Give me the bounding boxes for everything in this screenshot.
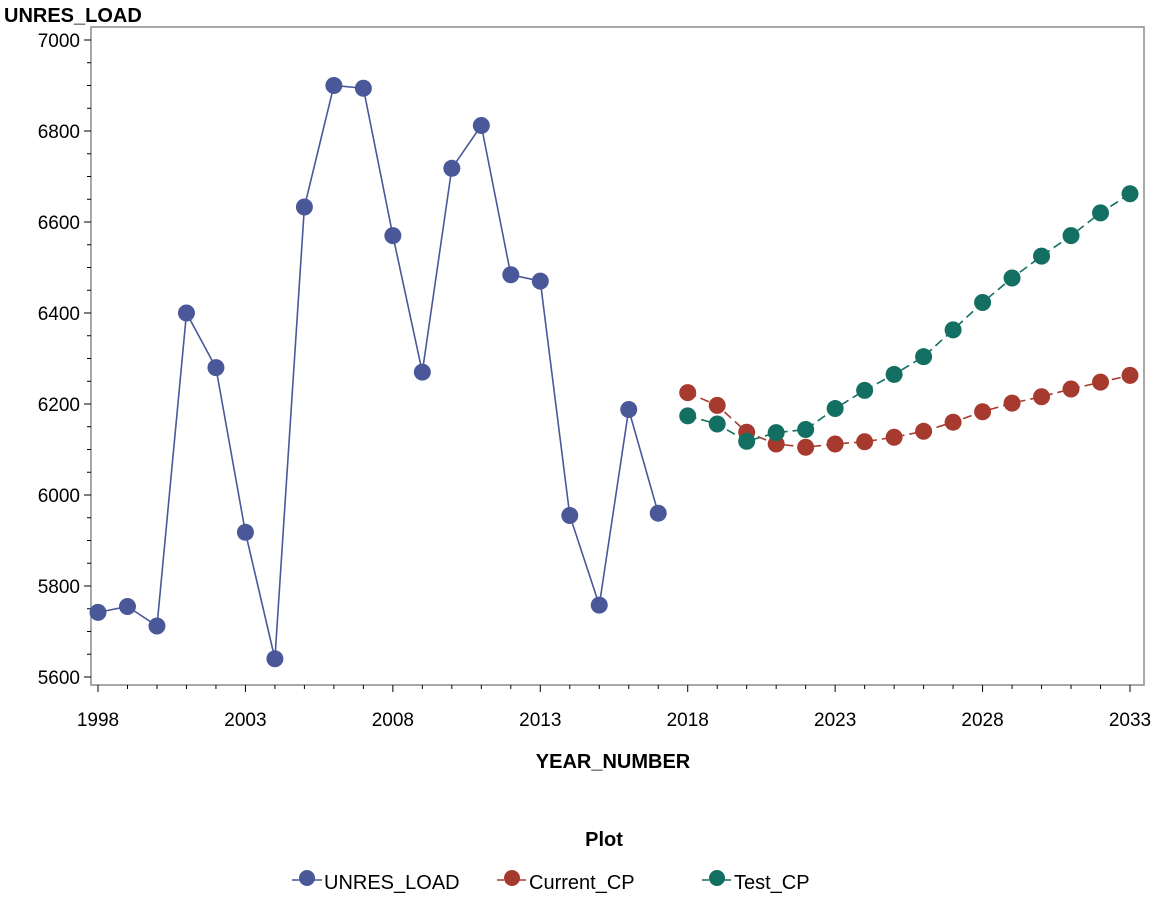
data-point-unres-load <box>649 504 667 522</box>
data-point-test-cp <box>885 365 903 383</box>
data-point-test-cp <box>1062 227 1080 245</box>
data-point-current-cp <box>826 435 844 453</box>
legend-marker-current-cp <box>504 870 520 886</box>
data-point-unres-load <box>384 227 402 245</box>
data-point-unres-load <box>472 117 490 135</box>
data-point-test-cp <box>1092 204 1110 222</box>
x-tick-label: 2008 <box>372 710 414 731</box>
x-tick-label: 2033 <box>1109 710 1151 731</box>
series-line-test-cp <box>687 193 1131 443</box>
legend-label-test-cp: Test_CP <box>734 872 810 894</box>
data-point-unres-load <box>620 400 638 418</box>
series-line-unres-load <box>97 84 659 659</box>
legend: UNRES_LOAD Current_CP Test_CP <box>292 870 810 894</box>
data-point-current-cp <box>1033 388 1051 406</box>
x-tick-label: 1998 <box>77 710 119 731</box>
data-point-current-cp <box>1121 366 1139 384</box>
y-tick-label: 5800 <box>38 577 80 598</box>
data-point-unres-load <box>118 597 136 615</box>
data-point-current-cp <box>708 396 726 414</box>
data-point-test-cp <box>944 321 962 339</box>
x-tick-label: 2003 <box>224 710 266 731</box>
data-point-test-cp <box>1121 185 1139 203</box>
data-point-test-cp <box>738 432 756 450</box>
legend-label-unres-load: UNRES_LOAD <box>324 872 460 894</box>
y-tick-label: 6800 <box>38 122 80 143</box>
data-point-current-cp <box>1003 394 1021 412</box>
data-point-unres-load <box>207 359 225 377</box>
data-point-current-cp <box>974 403 992 421</box>
data-point-test-cp <box>1003 269 1021 287</box>
data-point-test-cp <box>797 420 815 438</box>
y-tick-label: 7000 <box>38 31 80 52</box>
data-point-test-cp <box>679 407 697 425</box>
y-tick-label: 6200 <box>38 395 80 416</box>
series-line-current-cp <box>687 374 1131 449</box>
data-point-unres-load <box>590 596 608 614</box>
legend-marker-test-cp <box>709 870 725 886</box>
y-tick-label: 6400 <box>38 304 80 325</box>
data-point-unres-load <box>266 650 284 668</box>
x-tick-label: 2028 <box>961 710 1003 731</box>
data-point-current-cp <box>915 422 933 440</box>
data-point-test-cp <box>974 294 992 312</box>
legend-label-current-cp: Current_CP <box>529 872 635 894</box>
series-layer <box>89 77 1139 668</box>
data-point-test-cp <box>856 381 874 399</box>
y-tick-label: 6000 <box>38 486 80 507</box>
data-point-unres-load <box>236 523 254 541</box>
legend-marker-unres-load <box>299 870 315 886</box>
data-point-test-cp <box>708 415 726 433</box>
x-tick-label: 2023 <box>814 710 856 731</box>
data-point-current-cp <box>1092 373 1110 391</box>
data-point-current-cp <box>856 433 874 451</box>
data-point-unres-load <box>177 304 195 322</box>
data-point-unres-load <box>502 266 520 284</box>
legend-title: Plot <box>585 829 623 851</box>
data-point-current-cp <box>885 428 903 446</box>
data-point-unres-load <box>89 603 107 621</box>
data-point-test-cp <box>915 348 933 366</box>
x-tick-label: 2018 <box>667 710 709 731</box>
data-point-test-cp <box>1033 247 1051 265</box>
y-axis: 5600 5800 6000 6200 6400 6600 6800 7000 <box>38 31 91 689</box>
data-point-unres-load <box>354 79 372 97</box>
y-tick-label: 6600 <box>38 213 80 234</box>
data-point-current-cp <box>679 384 697 402</box>
data-point-unres-load <box>443 159 461 177</box>
data-point-test-cp <box>767 424 785 442</box>
data-point-unres-load <box>531 272 549 290</box>
y-tick-label: 5600 <box>38 668 80 689</box>
data-point-unres-load <box>561 506 579 524</box>
data-point-unres-load <box>413 363 431 381</box>
data-point-unres-load <box>148 617 166 635</box>
x-axis-title: YEAR_NUMBER <box>536 751 691 773</box>
data-point-unres-load <box>295 198 313 216</box>
x-axis: 1998 2003 2008 2013 2018 2023 2028 2033 <box>77 685 1151 731</box>
data-point-test-cp <box>826 400 844 418</box>
x-tick-label: 2013 <box>519 710 561 731</box>
y-axis-title: UNRES_LOAD <box>4 5 142 27</box>
data-point-current-cp <box>1062 380 1080 398</box>
data-point-current-cp <box>797 438 815 456</box>
data-point-unres-load <box>325 77 343 94</box>
plot-frame <box>90 26 1145 686</box>
data-point-current-cp <box>944 413 962 431</box>
